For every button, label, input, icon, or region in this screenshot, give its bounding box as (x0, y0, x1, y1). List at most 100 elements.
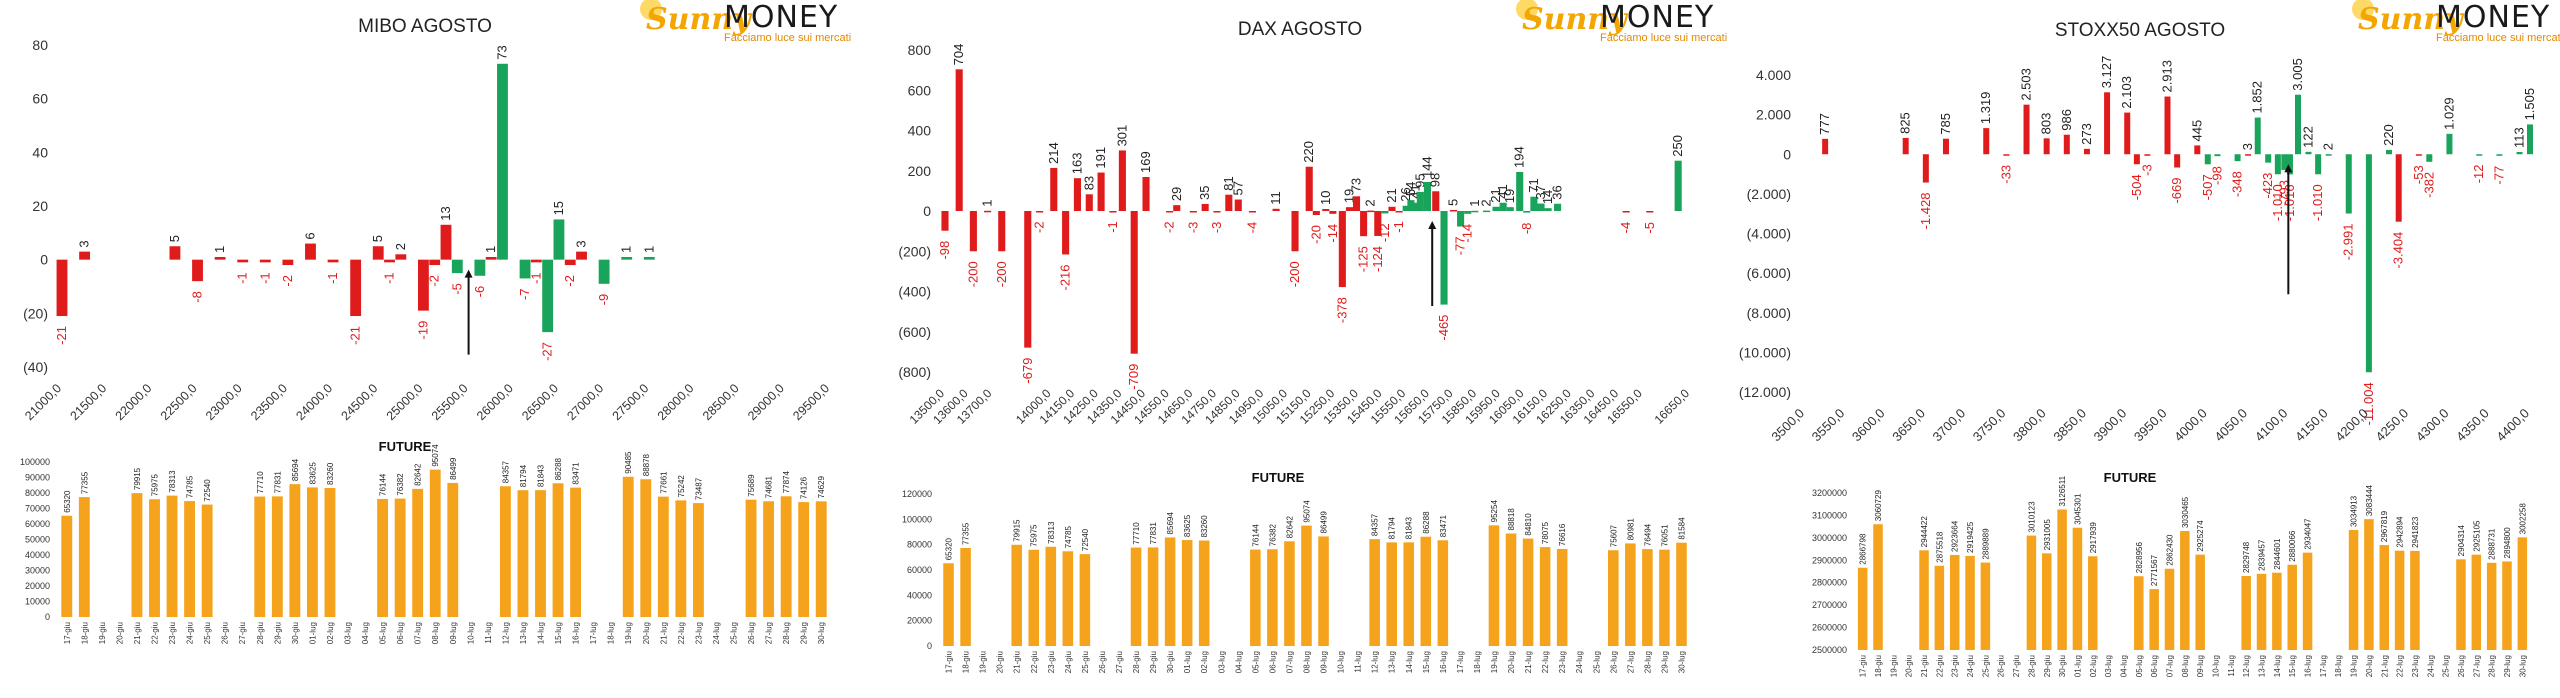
data-label: 2931005 (2043, 519, 2052, 551)
x-tick-label: 3650,0 (1889, 406, 1928, 445)
x-tick-label: 19-lug (2350, 655, 2359, 677)
y-tick-label: (600) (898, 324, 931, 340)
data-bar (1516, 171, 1524, 211)
data-label: 777 (1817, 113, 1832, 135)
volume-bar (2256, 573, 2267, 650)
y-tick-label: (2.000) (1747, 186, 1791, 202)
data-bar (984, 210, 992, 213)
volume-bar (552, 483, 564, 617)
x-tick-label: 28-giu (256, 622, 265, 644)
data-bar (2214, 154, 2221, 157)
data-label: 1 (641, 246, 656, 253)
data-bar (1345, 207, 1353, 211)
x-tick-label: 17-giu (63, 622, 72, 644)
volume-bar (1522, 538, 1534, 646)
data-label: 73487 (694, 477, 703, 500)
x-tick-label: 02-lug (326, 622, 335, 644)
data-label: -21 (348, 326, 363, 345)
volume-bar (447, 482, 459, 617)
data-label: 85694 (291, 458, 300, 481)
y-tick-label: 10000 (25, 597, 50, 607)
data-label: 2917939 (2089, 522, 2098, 554)
volume-bar (517, 490, 529, 617)
y-tick-label: 800 (908, 42, 932, 58)
data-bar (1050, 167, 1058, 211)
x-tick-label: 4150,0 (2292, 406, 2331, 445)
volume-bar (131, 493, 143, 617)
data-label: -98 (937, 241, 952, 260)
arrow-head (2284, 164, 2293, 173)
x-tick-label: 26-giu (1098, 651, 1107, 673)
volume-bar (815, 501, 827, 617)
volume-bar (1980, 562, 1991, 650)
data-bar (1440, 211, 1448, 305)
x-tick-label: 3950,0 (2131, 406, 2170, 445)
volume-bar (61, 515, 73, 617)
logo-middle: Sunny MONEY Facciamo luce sui mercati (1516, 0, 1727, 44)
data-bar (1983, 128, 1990, 155)
x-tick-label: 18-giu (1874, 655, 1883, 677)
data-bar (1530, 196, 1538, 211)
x-tick-label: 28-lug (782, 622, 791, 644)
data-label: 194 (1512, 146, 1527, 168)
volume-bar (675, 500, 687, 617)
x-tick-label: 30-giu (1166, 651, 1175, 673)
volume-bar (1403, 542, 1415, 646)
data-bar (2281, 154, 2288, 170)
data-label: 3002258 (2518, 503, 2527, 535)
data-label: 95074 (1302, 500, 1311, 523)
x-tick-label: 22500,0 (158, 381, 200, 423)
volume-bar (2364, 519, 2374, 650)
data-label: 76051 (1660, 524, 1669, 547)
x-tick-label: 01-lug (1183, 651, 1192, 673)
data-bar (998, 211, 1006, 252)
data-bar (1085, 194, 1093, 211)
x-tick-label: 15-lug (2288, 655, 2297, 677)
x-tick-label: 09-lug (2196, 655, 2205, 677)
x-tick-label: 16650,0 (1652, 386, 1693, 427)
x-tick-label: 19-lug (1490, 651, 1499, 673)
logo-right: Sunny MONEY Facciamo luce sui mercati (2352, 0, 2560, 44)
data-bar (1674, 160, 1682, 211)
volume-bar (2195, 554, 2205, 650)
y-tick-label: 100000 (20, 457, 50, 467)
volume-bar (271, 496, 283, 617)
data-bar (1130, 211, 1138, 354)
data-label: 81 (1221, 176, 1236, 190)
logo-sunny: Sunny (1522, 2, 1627, 37)
data-label: 1 (1467, 200, 1482, 207)
data-label: -348 (2230, 171, 2245, 197)
x-tick-label: 23000,0 (203, 381, 245, 423)
data-label: -465 (1436, 315, 1451, 341)
data-label: 2.103 (2119, 76, 2134, 109)
data-bar (1922, 154, 1929, 183)
data-label: 83625 (308, 462, 317, 485)
y-tick-label: 40 (32, 144, 48, 160)
data-label: -7 (517, 288, 532, 300)
x-tick-label: 30-lug (1677, 651, 1686, 673)
x-tick-label: 27-giu (1115, 651, 1124, 673)
y-tick-label: 2500000 (1812, 645, 1847, 655)
volume-bar (2502, 561, 2512, 650)
volume-bar (2241, 576, 2251, 650)
x-tick-label: 20-lug (1507, 651, 1516, 673)
x-tick-label: 22-giu (1030, 651, 1039, 673)
data-label: 2.913 (2160, 60, 2175, 93)
data-bar (2245, 154, 2252, 156)
data-label: 76144 (1251, 524, 1260, 547)
x-tick-label: 06-lug (396, 622, 405, 644)
data-label: 80981 (1626, 518, 1635, 541)
x-tick-label: 29-giu (2043, 655, 2052, 677)
volume-bar (306, 487, 318, 617)
x-tick-label: 4400,0 (2493, 406, 2532, 445)
data-label: -21 (54, 326, 69, 345)
data-label: 83471 (572, 462, 581, 485)
volume-bar (289, 484, 301, 617)
data-bar (2043, 138, 2050, 155)
data-bar (1248, 211, 1257, 213)
volume-bar (622, 476, 634, 617)
data-label: -27 (540, 342, 555, 361)
data-bar (2386, 149, 2393, 155)
data-bar (1506, 207, 1514, 211)
data-label: 35 (1197, 185, 1212, 199)
